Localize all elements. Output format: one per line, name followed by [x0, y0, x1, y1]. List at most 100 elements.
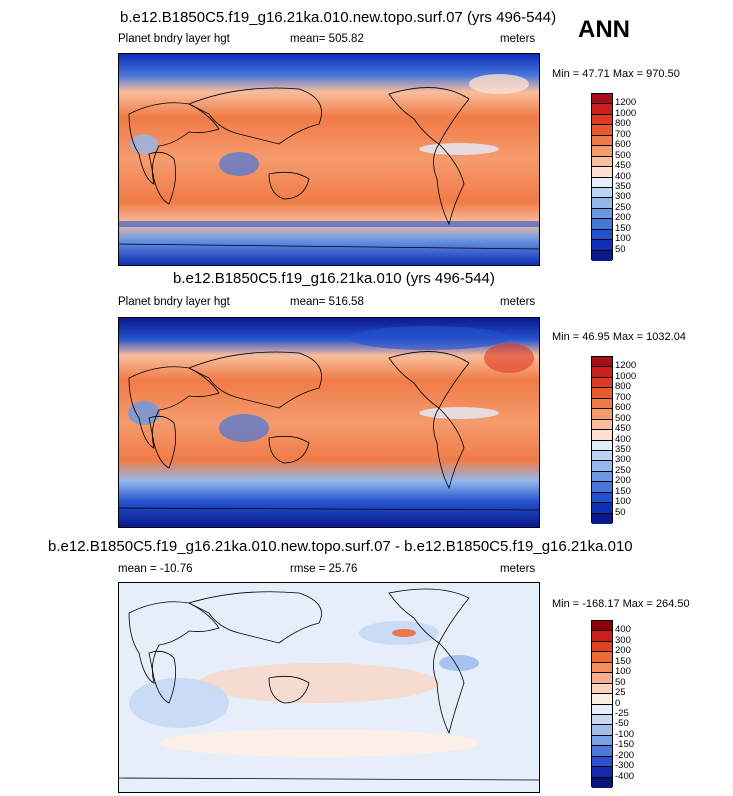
colorbar-tick-label: 450	[615, 160, 631, 172]
panel2-variable: Planet bndry layer hgt	[118, 296, 230, 308]
panel1-units: meters	[500, 33, 536, 45]
colorbar-tick-label: 800	[615, 118, 631, 130]
colorbar-swatch	[592, 240, 612, 251]
colorbar-swatch	[592, 357, 612, 368]
colorbar-tick-label: 200	[615, 645, 631, 657]
colorbar-tick-label: 450	[615, 423, 631, 435]
panel1-minmax: Min = 47.71 Max = 970.50	[552, 68, 680, 80]
colorbar-swatch	[592, 694, 612, 705]
colorbar-tick-label: 50	[615, 676, 626, 688]
colorbar-tick-label: 100	[615, 496, 631, 508]
colorbar-tick-label: 500	[615, 412, 631, 424]
colorbar-tick-label: -50	[615, 718, 629, 730]
colorbar-swatch	[592, 746, 612, 757]
panel3-title: b.e12.B1850C5.f19_g16.21ka.010.new.topo.…	[48, 538, 633, 555]
colorbar-swatch	[592, 219, 612, 230]
colorbar-swatch	[592, 641, 612, 653]
colorbar-tick-label: 700	[615, 128, 631, 140]
colorbar-tick-label: -150	[615, 739, 635, 751]
colorbar-tick-label: 1000	[615, 107, 637, 119]
colorbar-tick-label: 200	[615, 212, 631, 224]
colorbar-tick-label: 350	[615, 443, 631, 455]
colorbar-tick-label: 200	[615, 475, 631, 487]
panel1-colorbar	[591, 93, 613, 261]
panel1-title: b.e12.B1850C5.f19_g16.21ka.010.new.topo.…	[120, 9, 557, 26]
colorbar-tick-label: 400	[615, 433, 631, 445]
panel1-variable: Planet bndry layer hgt	[118, 33, 230, 45]
panel2-mean: mean= 516.58	[290, 296, 364, 308]
panel3-colorbar	[591, 620, 613, 788]
colorbar-swatch	[592, 198, 612, 209]
panel2-units: meters	[500, 296, 536, 308]
colorbar-swatch	[592, 652, 612, 663]
colorbar-tick-label: 300	[615, 454, 631, 466]
colorbar-swatch	[592, 156, 612, 168]
colorbar-swatch	[592, 673, 612, 684]
colorbar-tick-label: 150	[615, 222, 631, 234]
colorbar-swatch	[592, 208, 612, 220]
colorbar-tick-label: 600	[615, 402, 631, 414]
colorbar-swatch	[592, 631, 612, 642]
panel3-mean: mean = -10.76	[118, 563, 193, 575]
colorbar-swatch	[592, 461, 612, 472]
colorbar-swatch	[592, 167, 612, 178]
colorbar-swatch	[592, 777, 612, 788]
colorbar-swatch	[592, 419, 612, 431]
colorbar-swatch	[592, 367, 612, 378]
colorbar-swatch	[592, 513, 612, 524]
colorbar-tick-label: 50	[615, 243, 626, 255]
colorbar-swatch	[592, 430, 612, 441]
colorbar-swatch	[592, 767, 612, 778]
colorbar-tick-label: 150	[615, 485, 631, 497]
colorbar-tick-label: -25	[615, 707, 629, 719]
panel2-minmax: Min = 46.95 Max = 1032.04	[552, 331, 686, 343]
colorbar-tick-label: -100	[615, 728, 635, 740]
colorbar-swatch	[592, 377, 612, 389]
colorbar-swatch	[592, 94, 612, 105]
colorbar-tick-label: 800	[615, 381, 631, 393]
colorbar-swatch	[592, 662, 612, 674]
colorbar-swatch	[592, 621, 612, 632]
panel3-minmax: Min = -168.17 Max = 264.50	[552, 598, 690, 610]
colorbar-swatch	[592, 482, 612, 493]
colorbar-swatch	[592, 146, 612, 157]
colorbar-tick-label: 500	[615, 149, 631, 161]
colorbar-tick-label: 300	[615, 191, 631, 203]
colorbar-tick-label: 150	[615, 655, 631, 667]
colorbar-swatch	[592, 440, 612, 451]
colorbar-tick-label: 700	[615, 391, 631, 403]
colorbar-tick-label: 300	[615, 634, 631, 646]
colorbar-tick-label: 100	[615, 666, 631, 678]
panel3-rmse: rmse = 25.76	[290, 563, 358, 575]
colorbar-swatch	[592, 503, 612, 514]
colorbar-swatch	[592, 704, 612, 715]
panel1-map	[118, 53, 540, 266]
panel2-map	[118, 317, 540, 528]
colorbar-tick-label: 0	[615, 697, 621, 709]
colorbar-swatch	[592, 177, 612, 188]
colorbar-swatch	[592, 135, 612, 147]
colorbar-tick-label: -300	[615, 760, 635, 772]
colorbar-swatch	[592, 492, 612, 504]
panel1-mean: mean= 505.82	[290, 33, 364, 45]
colorbar-swatch	[592, 725, 612, 736]
colorbar-swatch	[592, 104, 612, 115]
panel2-title: b.e12.B1850C5.f19_g16.21ka.010 (yrs 496-…	[173, 270, 495, 287]
panel3-units: meters	[500, 563, 536, 575]
colorbar-tick-label: 25	[615, 687, 626, 699]
colorbar-tick-label: 600	[615, 139, 631, 151]
colorbar-tick-label: 1200	[615, 360, 637, 372]
colorbar-tick-label: 1200	[615, 97, 637, 109]
colorbar-swatch	[592, 683, 612, 695]
panel2-colorbar	[591, 356, 613, 524]
colorbar-tick-label: -200	[615, 749, 635, 761]
colorbar-swatch	[592, 398, 612, 410]
colorbar-tick-label: 350	[615, 180, 631, 192]
colorbar-swatch	[592, 229, 612, 241]
season-label: ANN	[578, 16, 630, 43]
colorbar-tick-label: 250	[615, 201, 631, 213]
colorbar-tick-label: 1000	[615, 370, 637, 382]
colorbar-swatch	[592, 250, 612, 261]
colorbar-swatch	[592, 409, 612, 420]
colorbar-tick-label: 50	[615, 506, 626, 518]
